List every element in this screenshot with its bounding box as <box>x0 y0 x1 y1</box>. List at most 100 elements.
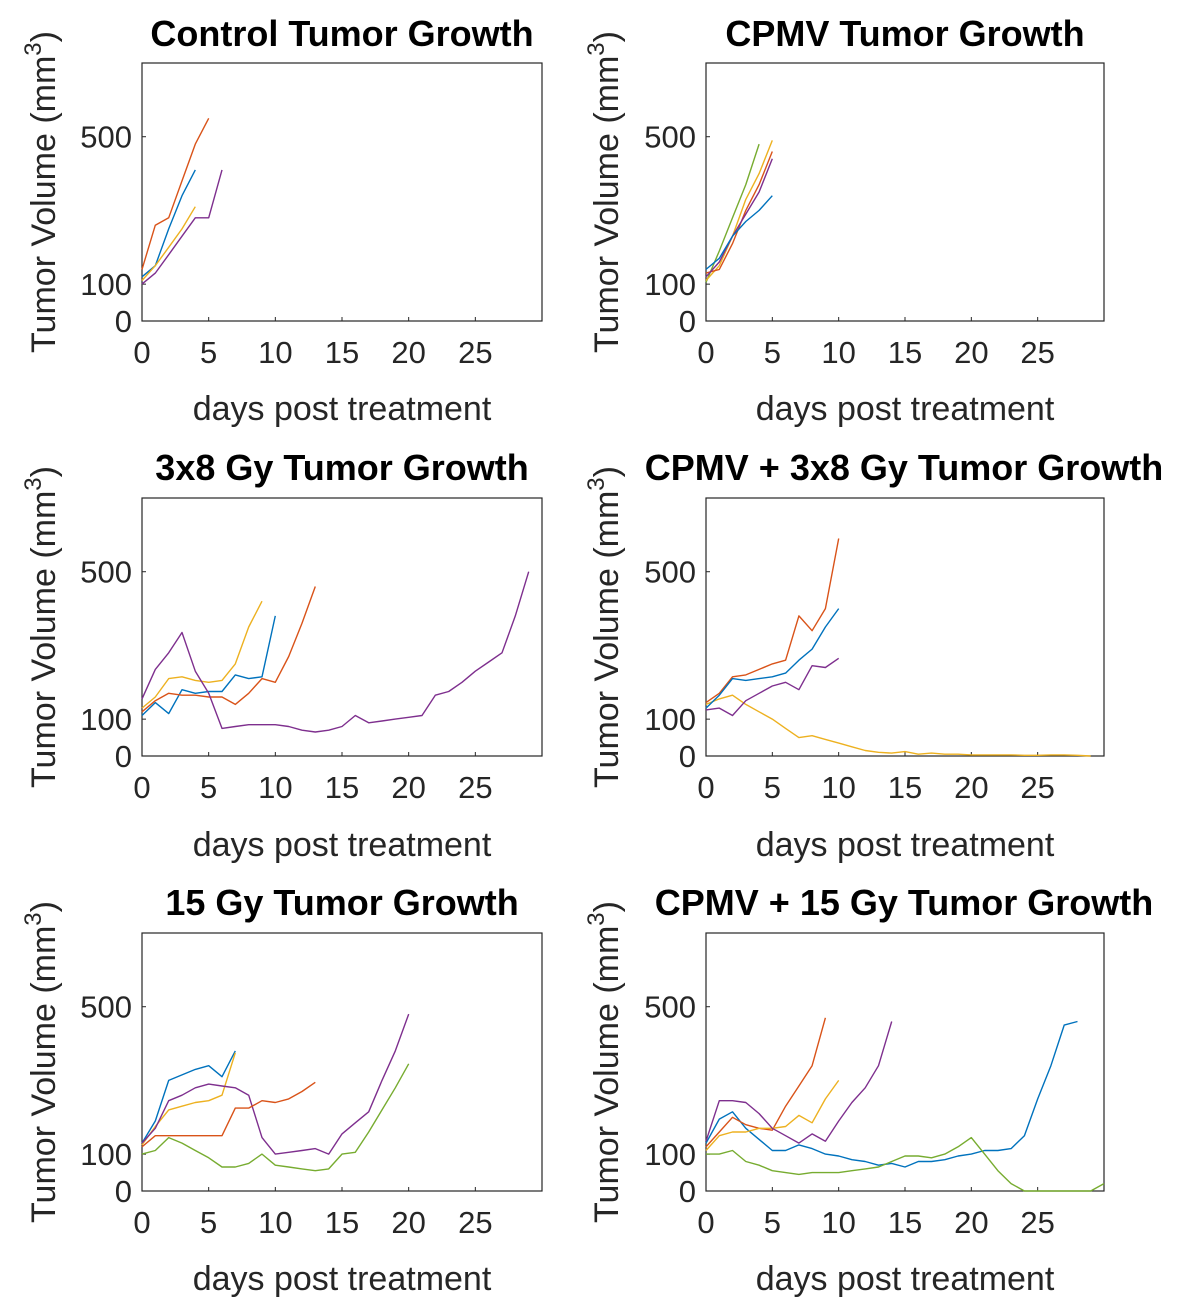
x-axis-label: days post treatment <box>193 1260 492 1298</box>
x-tick-label: 20 <box>954 1205 988 1240</box>
x-tick-label: 25 <box>458 1205 492 1240</box>
series-line-orange <box>705 151 773 274</box>
series-line-yellow <box>141 206 196 281</box>
plot-frame <box>705 497 1105 757</box>
y-axis-label-text: Tumor Volume (mm <box>25 926 63 1223</box>
series-line-blue <box>141 615 276 717</box>
x-tick-label: 5 <box>764 770 781 805</box>
x-axis-label: days post treatment <box>756 826 1055 864</box>
x-tick-label: 20 <box>954 335 988 370</box>
y-tick-label: 500 <box>80 990 132 1025</box>
y-tick-label: 0 <box>115 1174 132 1209</box>
y-axis-label: Tumor Volume (mm3) <box>583 901 626 1223</box>
x-tick-label: 10 <box>258 770 292 805</box>
x-tick-label: 0 <box>133 770 150 805</box>
x-tick-label: 25 <box>1020 1205 1054 1240</box>
x-tick-label: 25 <box>1020 770 1054 805</box>
y-axis-label-close: ) <box>25 31 63 42</box>
y-axis-label-close: ) <box>25 901 63 912</box>
x-tick-label: 20 <box>391 335 425 370</box>
y-axis-label: Tumor Volume (mm3) <box>20 901 63 1223</box>
y-axis-label: Tumor Volume (mm3) <box>20 466 63 788</box>
y-axis-label-close: ) <box>25 466 63 477</box>
y-axis-label-close: ) <box>588 466 626 477</box>
plot-frame <box>141 497 543 757</box>
y-axis-label-superscript: 3 <box>20 912 47 925</box>
series-line-blue <box>141 169 196 278</box>
y-tick-label: 0 <box>679 1174 696 1209</box>
x-tick-label: 25 <box>458 770 492 805</box>
y-tick-label: 500 <box>80 555 132 590</box>
series-line-purple <box>705 657 840 717</box>
series-line-blue <box>141 1050 236 1144</box>
x-tick-label: 0 <box>133 335 150 370</box>
x-tick-label: 25 <box>1020 335 1054 370</box>
y-axis-label: Tumor Volume (mm3) <box>583 466 626 788</box>
series-line-purple <box>705 158 773 278</box>
x-tick-label: 10 <box>258 1205 292 1240</box>
x-tick-label: 15 <box>888 335 922 370</box>
series-group <box>705 140 773 283</box>
x-tick-label: 15 <box>325 335 359 370</box>
x-tick-label: 5 <box>200 770 217 805</box>
chart-title: CPMV Tumor Growth <box>725 13 1084 54</box>
series-line-orange <box>705 1017 827 1148</box>
series-line-blue <box>705 1020 1078 1168</box>
chart-title: CPMV + 3x8 Gy Tumor Growth <box>645 447 1163 488</box>
plot-frame <box>141 932 543 1192</box>
y-axis-label-superscript: 3 <box>583 912 610 925</box>
plot-frame <box>141 62 543 322</box>
x-tick-label: 15 <box>888 1205 922 1240</box>
series-line-blue <box>705 608 840 709</box>
y-axis-label-text: Tumor Volume (mm <box>25 491 63 788</box>
y-axis-label-text: Tumor Volume (mm <box>588 926 626 1223</box>
y-axis-label-text: Tumor Volume (mm <box>25 56 63 353</box>
x-tick-label: 5 <box>200 1205 217 1240</box>
series-line-orange <box>141 117 210 270</box>
y-axis-label: Tumor Volume (mm3) <box>583 31 626 353</box>
y-axis-label: Tumor Volume (mm3) <box>20 31 63 353</box>
x-tick-label: 10 <box>258 335 292 370</box>
y-tick-label: 500 <box>644 990 696 1025</box>
y-tick-label: 100 <box>80 702 132 737</box>
y-tick-label: 500 <box>644 555 696 590</box>
x-axis-label: days post treatment <box>756 390 1055 428</box>
x-tick-label: 20 <box>391 770 425 805</box>
x-tick-label: 15 <box>888 770 922 805</box>
series-line-purple <box>141 169 223 285</box>
x-tick-label: 10 <box>821 335 855 370</box>
y-tick-label: 0 <box>679 739 696 774</box>
chart-title: 15 Gy Tumor Growth <box>165 882 518 923</box>
chart-title: Control Tumor Growth <box>150 13 533 54</box>
y-axis-label-close: ) <box>588 901 626 912</box>
y-tick-label: 0 <box>679 304 696 339</box>
x-tick-label: 10 <box>821 1205 855 1240</box>
y-axis-label-superscript: 3 <box>583 477 610 490</box>
x-tick-label: 10 <box>821 770 855 805</box>
x-tick-label: 25 <box>458 335 492 370</box>
y-tick-label: 100 <box>80 1137 132 1172</box>
x-tick-label: 0 <box>697 335 714 370</box>
series-group <box>141 571 530 733</box>
y-tick-label: 500 <box>644 120 696 155</box>
y-tick-label: 100 <box>644 702 696 737</box>
x-tick-label: 5 <box>764 335 781 370</box>
y-axis-label-text: Tumor Volume (mm <box>588 56 626 353</box>
series-line-purple <box>141 571 530 733</box>
series-line-yellow <box>705 140 773 281</box>
series-line-orange <box>705 538 840 704</box>
y-axis-label-superscript: 3 <box>583 42 610 55</box>
plot-frame <box>705 932 1105 1192</box>
plot-frame <box>705 62 1105 322</box>
